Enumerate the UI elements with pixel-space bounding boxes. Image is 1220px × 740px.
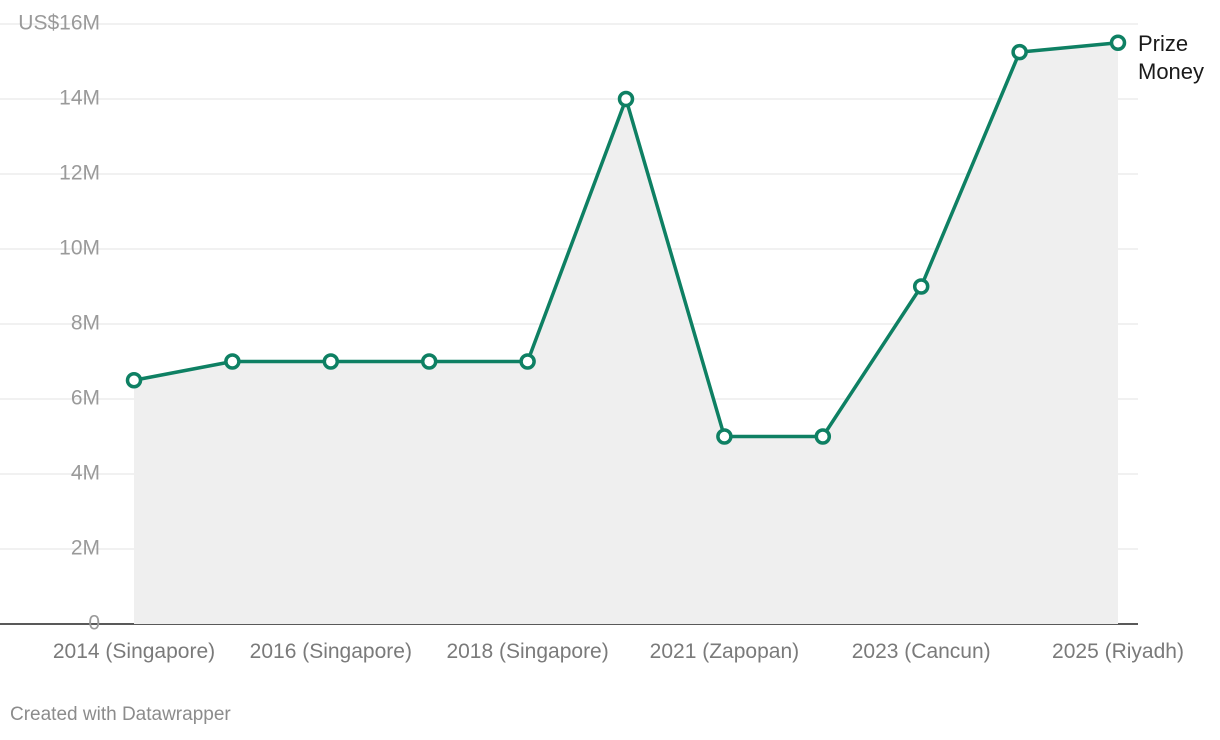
data-point — [420, 353, 438, 370]
x-axis-labels: 2014 (Singapore) 2016 (Singapore) 2018 (Si… — [53, 640, 1184, 663]
data-point — [814, 428, 832, 445]
y-tick-label: 0 — [88, 612, 100, 635]
data-point — [1011, 43, 1028, 61]
data-point — [1109, 34, 1127, 51]
area-layer — [134, 42, 1118, 624]
y-tick-label: 2M — [71, 537, 100, 560]
x-tick-label: 2023 (Cancun) — [852, 640, 991, 663]
y-tick-label: 8M — [71, 312, 100, 335]
x-tick-label: 2018 (Singapore) — [446, 640, 608, 663]
y-tick-label: 4M — [71, 462, 100, 485]
y-tick-label: 6M — [71, 387, 100, 410]
x-tick-label: 2025 (Riyadh) — [1052, 640, 1184, 663]
data-point — [322, 353, 340, 370]
series-area — [134, 42, 1118, 624]
series-label: Prize Money — [1138, 31, 1204, 84]
data-point — [125, 372, 143, 389]
x-tick-label: 2014 (Singapore) — [53, 640, 215, 663]
y-tick-label: 10M — [59, 237, 100, 260]
data-point — [519, 353, 536, 370]
credit-text: Created with Datawrapper — [10, 704, 231, 725]
x-tick-label: 2021 (Zapopan) — [650, 640, 799, 663]
y-tick-label: 14M — [59, 87, 100, 110]
series-label-line: Prize — [1138, 31, 1188, 56]
line-chart: 0 2M 4M 6M 8M 10M 12M 14M US$16M 2014 (Singapore… — [0, 12, 1204, 663]
x-tick-label: 2016 (Singapore) — [250, 640, 412, 663]
y-tick-label: 12M — [59, 162, 100, 185]
data-point — [912, 278, 930, 295]
series-labels: Prize Money — [1138, 31, 1204, 84]
y-tick-label: US$16M — [18, 12, 100, 35]
y-axis-labels: 0 2M 4M 6M 8M 10M 12M 14M US$16M — [18, 12, 100, 635]
data-point — [716, 428, 733, 445]
data-point — [617, 90, 635, 108]
series-label-line: Money — [1138, 59, 1204, 84]
data-point — [224, 353, 241, 370]
data-points — [125, 34, 1127, 445]
